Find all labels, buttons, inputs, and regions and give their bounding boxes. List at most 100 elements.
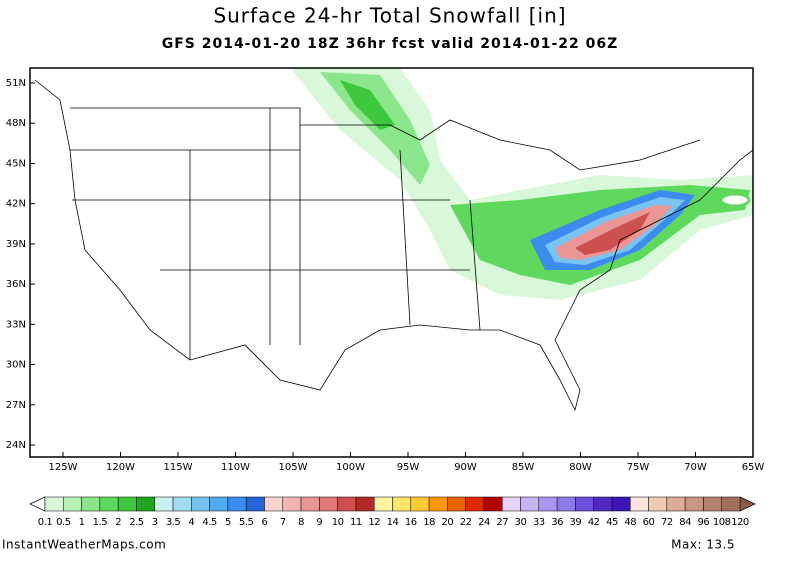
colorbar-swatch — [209, 496, 229, 512]
colorbar-label: 4 — [188, 517, 194, 528]
lat-label: 33N — [6, 319, 26, 330]
colorbar-label: 36 — [551, 517, 563, 528]
colorbar-label: 22 — [460, 517, 472, 528]
colorbar-swatch — [666, 496, 686, 512]
colorbar-label: 18 — [423, 517, 435, 528]
colorbar-label: 45 — [606, 517, 618, 528]
lon-label: 105W — [279, 462, 308, 473]
lon-label: 110W — [221, 462, 250, 473]
colorbar-label: 14 — [387, 517, 399, 528]
colorbar-label: 2 — [115, 517, 121, 528]
lat-label: 30N — [6, 360, 26, 371]
colorbar-swatch — [684, 496, 704, 512]
lon-label: 100W — [336, 462, 365, 473]
colorbar-label: 3.5 — [166, 517, 181, 528]
colorbar-swatch — [483, 496, 503, 512]
colorbar-swatch — [630, 496, 649, 512]
colorbar-swatch — [337, 496, 357, 512]
max-value: Max: 13.5 — [671, 538, 735, 552]
colorbar-label: 30 — [515, 517, 527, 528]
lon-label: 65W — [742, 462, 765, 473]
colorbar-label: 8 — [298, 517, 304, 528]
colorbar-label: 84 — [679, 517, 691, 528]
colorbar-left-arrow — [29, 496, 46, 512]
colorbar-swatch — [191, 496, 210, 512]
colorbar-label: 72 — [661, 517, 673, 528]
lon-label: 125W — [49, 462, 78, 473]
colorbar-label: 1 — [79, 517, 85, 528]
colorbar-swatch — [44, 496, 64, 512]
colorbar-swatch — [300, 496, 320, 512]
colorbar-swatch — [538, 496, 558, 512]
colorbar-swatch — [556, 496, 576, 512]
colorbar-swatch — [447, 496, 466, 512]
lat-label: 45N — [6, 158, 26, 169]
colorbar-swatch — [648, 496, 668, 512]
lat-label: 36N — [6, 279, 26, 290]
colorbar-swatch — [136, 496, 155, 512]
colorbar-label: 39 — [570, 517, 582, 528]
colorbar-label: 0.5 — [56, 517, 71, 528]
colorbar-swatch — [465, 496, 485, 512]
colorbar-label: 9 — [316, 517, 322, 528]
colorbar-swatch — [520, 496, 540, 512]
boundaries — [34, 79, 753, 412]
lat-label: 27N — [6, 400, 26, 411]
lat-label: 51N — [6, 78, 26, 89]
colorbar-swatch — [172, 496, 192, 512]
lat-label: 48N — [6, 118, 26, 129]
colorbar-swatch — [593, 496, 613, 512]
colorbar-label: 0.1 — [38, 517, 53, 528]
colorbar-label: 120 — [731, 517, 749, 528]
colorbar-label: 33 — [533, 517, 545, 528]
colorbar-swatch — [99, 496, 119, 512]
colorbar-label: 4.5 — [202, 517, 217, 528]
colorbar-label: 42 — [588, 517, 600, 528]
colorbar-swatch — [355, 496, 375, 512]
colorbar-label: 5 — [225, 517, 231, 528]
colorbar-label: 2.5 — [129, 517, 144, 528]
colorbar-label: 7 — [280, 517, 286, 528]
lon-label: 85W — [512, 462, 535, 473]
colorbar-label: 12 — [368, 517, 380, 528]
lon-label: 80W — [569, 462, 592, 473]
colorbar-swatch — [264, 496, 284, 512]
colorbar-swatch — [81, 496, 101, 512]
colorbar-swatch — [575, 496, 594, 512]
map-frame — [29, 67, 754, 458]
colorbar-label: 48 — [624, 517, 636, 528]
colorbar-swatch — [319, 496, 338, 512]
colorbar-swatch — [117, 496, 137, 512]
colorbar-label: 11 — [350, 517, 362, 528]
colorbar-swatch — [63, 496, 82, 512]
colorbar-label: 27 — [496, 517, 508, 528]
colorbar-swatch — [721, 496, 741, 512]
lon-label: 95W — [397, 462, 420, 473]
snow-field — [290, 68, 753, 300]
colorbar-swatch — [392, 496, 412, 512]
lat-label: 39N — [6, 239, 26, 250]
colorbar-label: 1.5 — [93, 517, 108, 528]
lat-label: 42N — [6, 199, 26, 210]
colorbar-label: 10 — [332, 517, 344, 528]
lon-label: 115W — [164, 462, 193, 473]
colorbar-label: 16 — [405, 517, 417, 528]
colorbar-label: 24 — [478, 517, 490, 528]
lon-label: 70W — [684, 462, 707, 473]
lon-label: 120W — [106, 462, 135, 473]
colorbar-swatch — [611, 496, 631, 512]
colorbar-label: 96 — [698, 517, 710, 528]
lon-label: 75W — [627, 462, 650, 473]
colorbar-label: 20 — [442, 517, 454, 528]
site: InstantWeatherMaps.com — [2, 538, 166, 552]
colorbar-swatch — [501, 496, 521, 512]
colorbar-label: 3 — [152, 517, 158, 528]
lat-label: 24N — [6, 440, 26, 451]
colorbar-swatch — [373, 496, 393, 512]
colorbar-swatch — [703, 496, 722, 512]
colorbar-swatch — [410, 496, 430, 512]
colorbar-label: 60 — [643, 517, 655, 528]
title: Surface 24-hr Total Snowfall [in] — [213, 4, 566, 28]
colorbar-swatch — [428, 496, 448, 512]
